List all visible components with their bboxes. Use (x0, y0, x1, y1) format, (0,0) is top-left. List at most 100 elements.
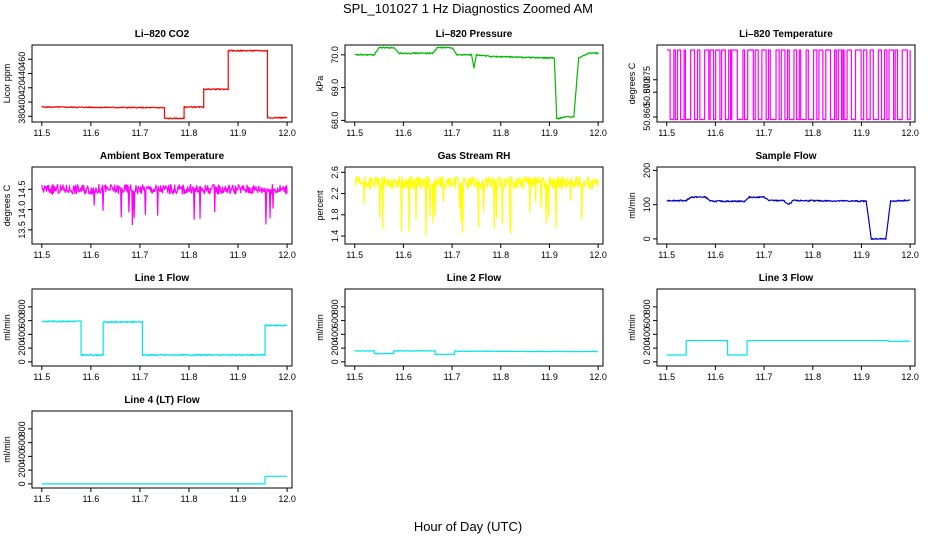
line2-ytick-label: 200 (330, 341, 340, 356)
ambient-series-line (41, 183, 288, 226)
sample-xtick-label: 11.6 (707, 250, 724, 260)
line1-ytick-label: 0 (17, 359, 27, 364)
line2-plot-frame (344, 288, 604, 367)
co2-series-line (41, 49, 288, 120)
line2-ytick-label: 600 (330, 313, 340, 328)
line3-ytick-label: 200 (642, 341, 652, 356)
panel-line3: Line 3 Flow 11.5 11.6 11.7 11.8 11.9 12.0 0 2004… (627, 273, 919, 382)
rh-ytick-label: 1.4 (330, 230, 340, 243)
line4-xtick-label: 11.8 (181, 494, 198, 504)
line1-xtick-label: 11.6 (82, 372, 99, 382)
line2-ytick-label: 0 (330, 359, 340, 364)
panel-line2: Line 2 Flow 11.5 11.6 11.7 11.8 11.9 12.0 0 2004… (315, 273, 607, 382)
temperature-xtick-label: 11.7 (756, 128, 773, 138)
panel-line4: Line 4 (LT) Flow 11.5 11.6 11.7 11.8 11.9 12.0… (2, 395, 296, 504)
rh-xtick-label: 12.0 (589, 250, 607, 260)
line3-ytick-label: 600 (642, 313, 652, 328)
co2-ytick-label: 460 (17, 52, 27, 67)
rh-plot-frame (344, 166, 604, 245)
temperature-xtick-label: 11.6 (707, 128, 724, 138)
line1-xtick-label: 11.9 (230, 372, 247, 382)
ambient-xtick-label: 11.5 (33, 250, 50, 260)
sample-plot-frame (656, 166, 916, 245)
line2-xtick-label: 11.8 (492, 372, 509, 382)
panel-rh: Gas Stream RH 11.5 11.6 11.7 11.8 11.9 12.0 1.4… (315, 151, 607, 260)
co2-xtick-label: 11.9 (230, 128, 247, 138)
pressure-xtick-label: 11.7 (444, 128, 461, 138)
temperature-plot-frame (656, 44, 916, 123)
temperature-xtick-label: 11.5 (658, 128, 675, 138)
rh-ytick-label: 1.8 (330, 209, 340, 222)
temperature-ylabel: degrees C (627, 62, 637, 104)
line4-ytick-label: 800 (17, 421, 27, 436)
line3-series-line (666, 339, 911, 356)
sample-xtick-label: 12.0 (901, 250, 919, 260)
rh-xtick-label: 11.7 (444, 250, 461, 260)
ambient-ylabel: degrees C (2, 184, 12, 226)
line3-xtick-label: 11.6 (707, 372, 724, 382)
co2-xtick-label: 11.8 (181, 128, 198, 138)
line2-xtick-label: 12.0 (589, 372, 607, 382)
panel-co2: Li–820 CO2 11.5 11.6 11.7 11.8 11.9 12.0 380400… (2, 29, 296, 138)
line1-ytick-label: 800 (17, 299, 27, 314)
pressure-series-line (354, 46, 599, 120)
pressure-xtick-label: 11.6 (395, 128, 412, 138)
co2-plot-frame (31, 44, 293, 123)
line2-xtick-label: 11.9 (541, 372, 558, 382)
rh-xtick-label: 11.9 (541, 250, 558, 260)
line1-ylabel: ml/min (2, 314, 12, 341)
co2-ytick-label: 440 (17, 66, 27, 81)
co2-title: Li–820 CO2 (135, 29, 190, 40)
line4-series-line (41, 475, 288, 485)
ambient-xtick-label: 11.7 (131, 250, 148, 260)
pressure-ytick-label: 69.0 (330, 79, 340, 97)
line1-series-line (41, 320, 288, 357)
ambient-xtick-label: 11.8 (181, 250, 198, 260)
line4-plot-frame (31, 410, 293, 489)
line1-ytick-label: 400 (17, 327, 27, 342)
rh-xtick-label: 11.6 (395, 250, 412, 260)
line3-plot-frame (656, 288, 916, 367)
ambient-xtick-label: 11.6 (82, 250, 99, 260)
line3-xtick-label: 12.0 (901, 372, 919, 382)
pressure-title: Li–820 Pressure (436, 29, 513, 40)
sample-xtick-label: 11.8 (804, 250, 821, 260)
sample-series-line (666, 195, 911, 241)
temperature-xtick-label: 12.0 (901, 128, 919, 138)
ambient-title: Ambient Box Temperature (100, 151, 225, 162)
sample-xtick-label: 11.9 (853, 250, 870, 260)
sample-ytick-label: 100 (642, 197, 652, 212)
ambient-ytick-label: 14.0 (17, 201, 27, 219)
line1-xtick-label: 11.8 (181, 372, 198, 382)
pressure-ytick-label: 70.0 (330, 46, 340, 64)
rh-ytick-label: 2.2 (330, 187, 340, 200)
pressure-ylabel: kPa (315, 76, 325, 92)
line1-xtick-label: 11.7 (131, 372, 148, 382)
sample-xtick-label: 11.7 (756, 250, 773, 260)
rh-xtick-label: 11.5 (346, 250, 363, 260)
temperature-ytick-label: 50.870 (642, 78, 652, 106)
figure-title: SPL_101027 1 Hz Diagnostics Zoomed AM (343, 1, 593, 16)
line4-title: Line 4 (LT) Flow (124, 395, 200, 406)
rh-ylabel: percent (315, 190, 325, 221)
panel-pressure: Li–820 Pressure 11.5 11.6 11.7 11.8 11.9 12.0 6… (315, 29, 607, 138)
pressure-xtick-label: 11.5 (346, 128, 363, 138)
sample-title: Sample Flow (755, 151, 816, 162)
sample-xtick-label: 11.5 (658, 250, 675, 260)
rh-ytick-label: 2.6 (330, 166, 340, 179)
line2-title: Line 2 Flow (447, 273, 502, 284)
co2-xtick-label: 11.6 (82, 128, 99, 138)
pressure-xtick-label: 11.8 (492, 128, 509, 138)
ambient-ytick-label: 14.5 (17, 181, 27, 199)
line3-xtick-label: 11.7 (756, 372, 773, 382)
co2-xtick-label: 11.5 (33, 128, 50, 138)
line2-series-line (354, 350, 599, 356)
line4-xtick-label: 11.6 (82, 494, 99, 504)
line4-xtick-label: 11.9 (230, 494, 247, 504)
pressure-xtick-label: 11.9 (541, 128, 558, 138)
line4-xtick-label: 11.5 (33, 494, 50, 504)
pressure-ytick-label: 68.0 (330, 112, 340, 130)
temperature-ytick-label: 50.860 (642, 103, 652, 131)
